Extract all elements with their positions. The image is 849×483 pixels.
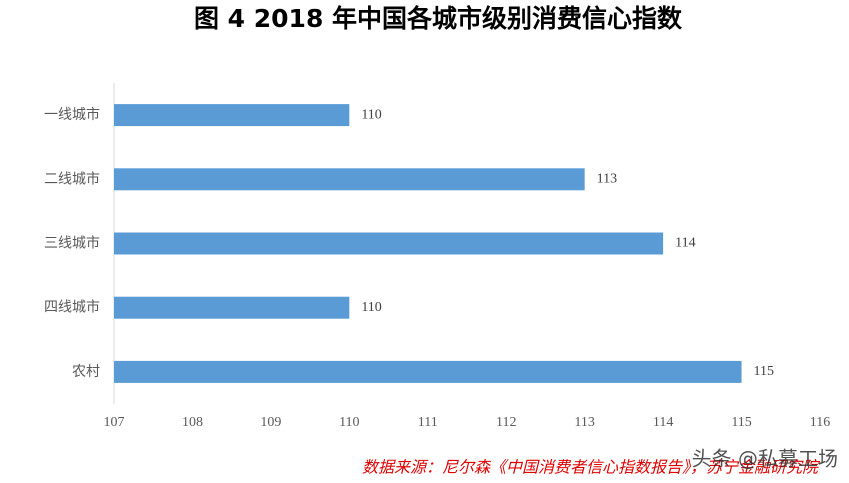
y-tick-label: 一线城市 bbox=[44, 106, 100, 123]
x-tick-label: 110 bbox=[339, 415, 359, 430]
value-label: 114 bbox=[675, 236, 695, 251]
watermark: 头条 @私募工场 bbox=[692, 447, 838, 471]
x-tick-label: 115 bbox=[731, 415, 751, 430]
value-label: 113 bbox=[597, 172, 617, 187]
x-tick-label: 114 bbox=[653, 415, 673, 430]
y-tick-label: 三线城市 bbox=[44, 235, 100, 252]
value-label: 110 bbox=[361, 107, 381, 122]
bar bbox=[114, 168, 585, 191]
chart-title: 图 4 2018 年中国各城市级别消费信心指数 bbox=[194, 4, 683, 33]
x-tick-label: 116 bbox=[810, 415, 830, 430]
x-tick-label: 107 bbox=[104, 415, 125, 430]
bar bbox=[114, 104, 350, 127]
bar bbox=[114, 360, 742, 383]
x-tick-label: 109 bbox=[260, 415, 281, 430]
y-tick-label: 二线城市 bbox=[44, 170, 100, 187]
x-tick-label: 113 bbox=[574, 415, 594, 430]
value-label: 115 bbox=[754, 364, 774, 379]
x-tick-label: 111 bbox=[418, 415, 438, 430]
y-tick-label: 农村 bbox=[72, 364, 100, 380]
source-note: 数据来源：尼尔森《中国消费者信心指数报告》，苏宁金融研究院 bbox=[362, 458, 821, 477]
y-tick-label: 四线城市 bbox=[44, 299, 100, 316]
bar bbox=[114, 296, 350, 319]
x-tick-label: 112 bbox=[496, 415, 516, 430]
bar bbox=[114, 232, 664, 255]
value-label: 110 bbox=[361, 300, 381, 315]
x-tick-label: 108 bbox=[182, 415, 203, 430]
